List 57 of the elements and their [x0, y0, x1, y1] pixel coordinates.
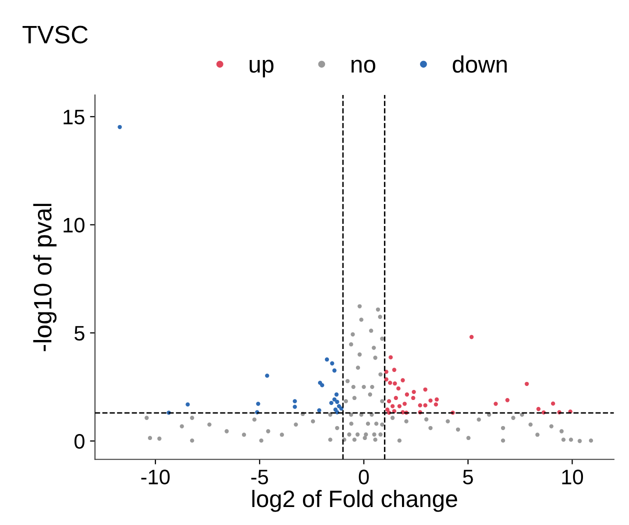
x-tick-label: -10 — [141, 470, 170, 484]
point — [329, 400, 334, 406]
point — [392, 368, 396, 372]
point — [524, 382, 529, 386]
point — [423, 387, 428, 392]
x-axis-title: log2 of Fold change — [252, 490, 458, 512]
point — [388, 355, 393, 360]
point — [505, 398, 510, 402]
point — [394, 396, 398, 400]
point — [390, 404, 395, 408]
x-tick-label: 10 — [562, 470, 583, 484]
point — [265, 374, 270, 378]
point — [339, 406, 344, 411]
y-axis-title: -log10 of pval — [33, 204, 57, 352]
point — [404, 392, 410, 397]
point — [330, 361, 334, 366]
point — [386, 399, 392, 404]
point — [400, 378, 405, 382]
point — [118, 124, 122, 130]
point — [396, 386, 400, 391]
legend-label: down — [452, 55, 507, 73]
point — [469, 334, 474, 340]
point — [494, 402, 498, 406]
point — [256, 402, 260, 406]
point — [411, 396, 416, 400]
point — [320, 383, 324, 388]
y-tick-label: 5 — [74, 326, 84, 341]
point — [397, 404, 402, 408]
x-tick-label: 5 — [463, 470, 473, 484]
y-tick-label: 0 — [74, 434, 84, 449]
chart-title: TVSC — [22, 26, 88, 44]
y-tick-label: 10 — [64, 218, 84, 233]
point — [434, 397, 439, 402]
point — [418, 403, 422, 408]
point — [434, 402, 438, 407]
point — [335, 400, 340, 404]
point — [186, 402, 190, 407]
point — [334, 392, 339, 397]
point — [550, 402, 556, 406]
point — [292, 399, 297, 404]
point — [324, 357, 330, 362]
point — [392, 381, 397, 386]
x-tick-label: 0 — [358, 470, 369, 484]
point — [402, 402, 407, 406]
point — [384, 370, 388, 374]
point — [317, 408, 322, 412]
point — [536, 406, 541, 412]
legend-label: up — [250, 60, 274, 78]
y-tick-label: 15 — [64, 110, 84, 124]
point — [388, 380, 392, 385]
point — [292, 404, 297, 409]
point — [428, 398, 433, 403]
point — [412, 390, 416, 394]
point — [332, 368, 337, 373]
legend-label: no — [352, 60, 376, 73]
point — [423, 403, 428, 408]
x-tick-label: -5 — [251, 470, 268, 484]
